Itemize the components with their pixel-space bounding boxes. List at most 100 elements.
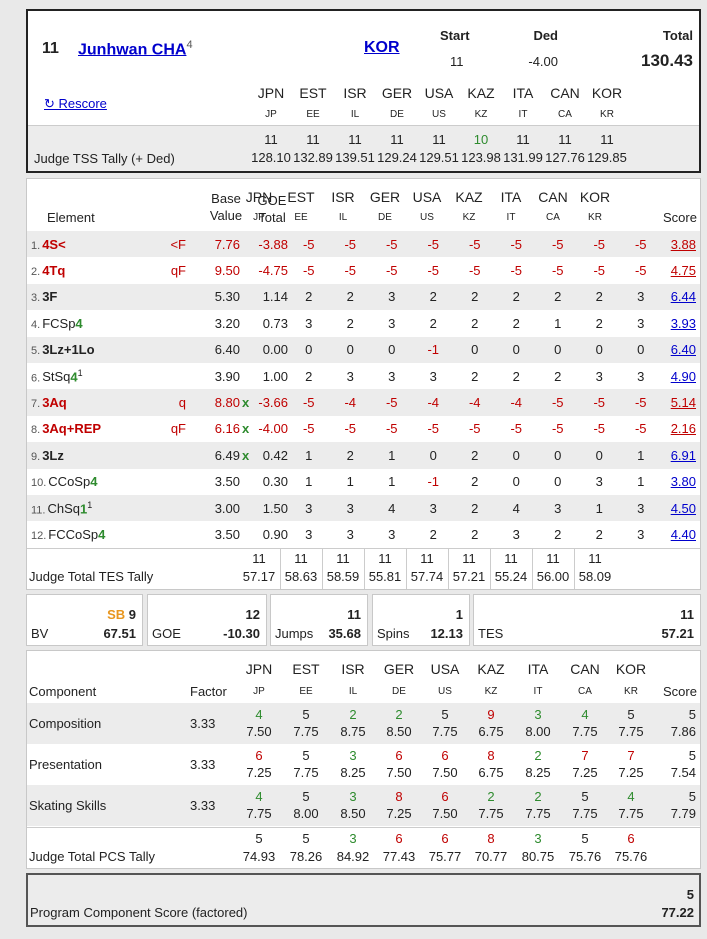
element-score-link[interactable]: 6.40 <box>670 342 696 358</box>
element-row: 5. 3Lz+1Lo 6.40 0.00 0 0 0 -1 0 0 0 0 0 6.40 <box>27 336 700 363</box>
judge-goe-cell: -5 <box>302 263 315 279</box>
element-cell: 3. 3F <box>27 284 190 310</box>
base-value: 6.49 <box>214 447 240 463</box>
skater-name-container: Junhwan CHA4 <box>78 39 193 59</box>
element-cell: 10. CCoSp4 <box>27 469 190 495</box>
jumps-rank: 11 <box>347 607 361 622</box>
tes-tally-value: 56.00 <box>536 569 570 584</box>
start-label: Start <box>440 28 470 43</box>
judge-goe-cell: 0 <box>512 342 520 358</box>
element-score-link[interactable]: 4.50 <box>670 500 696 516</box>
component-judge-rank: 6 <box>441 789 449 804</box>
judge-tss: 127.76 <box>545 150 585 165</box>
element-score-link[interactable]: 3.80 <box>670 474 696 490</box>
component-judge-value: 7.50 <box>246 724 272 739</box>
judge-country: US <box>438 686 452 697</box>
jumps-value: 35.68 <box>328 626 361 641</box>
skater-name-link[interactable]: Junhwan CHA <box>78 41 187 59</box>
judge-goe-cell: 2 <box>595 289 603 305</box>
component-judge-value: 8.50 <box>340 806 366 821</box>
judge-goe-cell: -5 <box>385 263 398 279</box>
base-value: 3.00 <box>214 500 240 516</box>
score-cell: 6.44 <box>662 284 701 310</box>
element-name: CCoSp <box>48 474 91 490</box>
total-value: 130.43 <box>641 51 693 70</box>
elements-panel: Base Value GOE Total Element Score JPN JP ES… <box>26 178 701 590</box>
tes-tally-rank: 11 <box>378 551 392 566</box>
judge-goe-cell: 2 <box>512 315 520 331</box>
judge-code: ISR <box>341 661 365 677</box>
rescore-link[interactable]: ↻ Rescore <box>44 96 107 111</box>
judge-country: JP <box>253 686 265 697</box>
element-score-link[interactable]: 5.14 <box>670 395 696 411</box>
element-score-link[interactable]: 4.75 <box>670 263 696 279</box>
nation-link[interactable]: KOR <box>364 39 400 56</box>
score-cell: 5.14 <box>662 389 701 415</box>
judge-goe-cell: 0 <box>346 342 354 358</box>
element-name: FCCoSp <box>48 526 99 542</box>
judge-goe-cell: -5 <box>468 263 481 279</box>
element-score-link[interactable]: 3.93 <box>670 315 696 331</box>
spins-box: 1 Spins 12.13 <box>372 594 470 646</box>
element-number: 7. <box>31 398 41 411</box>
element-score-link[interactable]: 6.91 <box>670 447 696 463</box>
component-judge-value: 8.50 <box>386 724 412 739</box>
ded-label: Ded <box>533 28 558 43</box>
element-row: 2. 4Tq qF 9.50 -4.75 -5 -5 -5 -5 -5 -5 -5 -5 -5 4.75 <box>27 257 700 283</box>
tes-tally-rank: 11 <box>462 551 476 566</box>
tes-tally-value: 57.21 <box>452 569 486 584</box>
element-number: 1. <box>31 239 41 252</box>
judge-rank: 11 <box>348 132 362 147</box>
pcs-total-value: 77.22 <box>661 905 694 920</box>
judge-country: KZ <box>474 109 488 120</box>
base-value-cell: 3.50 <box>190 469 240 495</box>
component-judge-value: 7.75 <box>572 724 598 739</box>
judge-rank: 11 <box>306 132 320 147</box>
judge-goe-cell: -5 <box>344 421 357 437</box>
component-judge-rank: 5 <box>441 707 449 722</box>
judge-goe-cell: -4 <box>510 395 523 411</box>
component-judge-rank: 7 <box>581 748 589 763</box>
component-judge-rank: 9 <box>487 707 495 722</box>
bv-rank: 9 <box>128 607 136 622</box>
component-judge-value: 7.75 <box>572 806 598 821</box>
element-name: StSq <box>42 369 71 385</box>
col-divider <box>574 548 575 589</box>
judge-goe-cell: 0 <box>554 474 562 490</box>
judge-goe-cell: 3 <box>637 315 645 331</box>
judge-goe-cell: -4 <box>427 395 440 411</box>
judge-goe-cell: 2 <box>554 289 562 305</box>
component-row: Skating Skills 3.33 4 7.75 5 8.00 3 8.50 8 7.25 6 7… <box>27 785 700 826</box>
score-cell: 2.16 <box>662 416 701 442</box>
judge-goe-cell: 2 <box>346 315 354 331</box>
judge-goe-cell: 2 <box>512 368 520 384</box>
judge-goe-cell: -4 <box>468 395 481 411</box>
judge-goe-cell: 1 <box>388 474 396 490</box>
element-score-link[interactable]: 2.16 <box>670 421 696 437</box>
judge-tss: 123.98 <box>461 150 501 165</box>
judge-goe-cell: 1 <box>637 474 645 490</box>
judge-goe-cell: 3 <box>305 315 313 331</box>
component-judge-value: 8.00 <box>525 724 551 739</box>
pcs-tally-rank: 8 <box>487 831 495 846</box>
score-cell: 4.50 <box>662 495 701 521</box>
element-score-link[interactable]: 6.44 <box>670 289 696 305</box>
element-level: 4 <box>70 369 78 385</box>
element-score-link[interactable]: 3.88 <box>670 236 696 252</box>
element-score-link[interactable]: 4.90 <box>670 368 696 384</box>
judge-goe-cell: 1 <box>554 315 562 331</box>
element-cell: 2. 4Tq qF <box>27 257 190 283</box>
element-score-link[interactable]: 4.40 <box>670 526 696 542</box>
pcs-total-panel: 5 Program Component Score (factored) 77.… <box>26 873 701 927</box>
jumps-label: Jumps <box>275 626 314 641</box>
element-row: 7. 3Aq q 8.80 x -3.66 -5 -4 -5 -4 -4 -4 -5 -5 -5 5.14 <box>27 389 701 416</box>
element-cell: 1. 4S< <F <box>27 231 190 257</box>
start-value: 11 <box>450 54 464 69</box>
judge-tss: 129.85 <box>587 150 627 165</box>
tes-rank: 11 <box>680 607 694 622</box>
judge-country: IL <box>338 212 348 223</box>
element-number: 10. <box>31 477 47 490</box>
judge-goe-cell: 3 <box>305 500 313 516</box>
judge-goe-cell: -5 <box>593 263 606 279</box>
pcs-tally-value: 75.76 <box>614 849 648 864</box>
